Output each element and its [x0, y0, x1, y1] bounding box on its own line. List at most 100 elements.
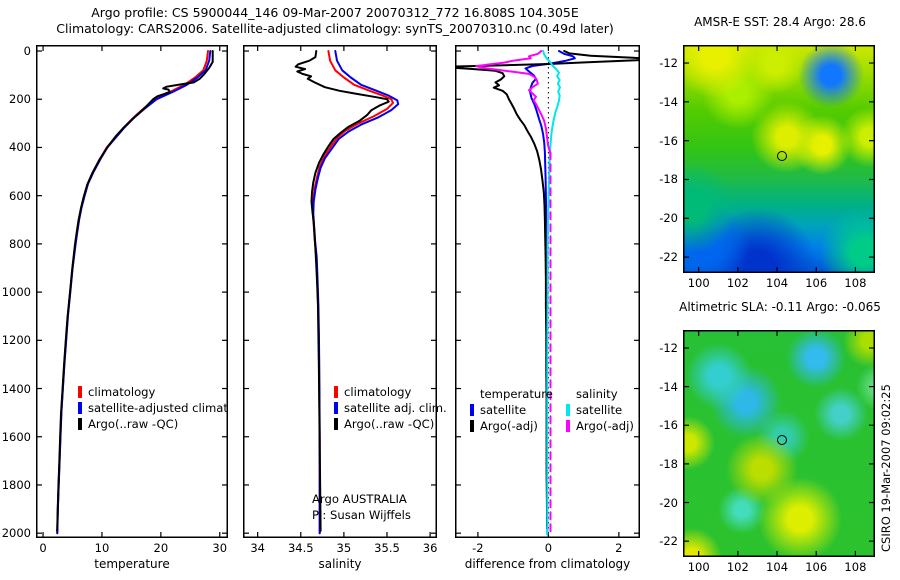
tick-label: 36 — [422, 541, 438, 555]
sst-heatmap — [684, 46, 874, 272]
legend-row: Argo(..raw -QC) — [78, 416, 228, 432]
argo-australia-note: Argo AUSTRALIA — [312, 492, 407, 506]
tick-label: -12 — [659, 56, 678, 71]
tick-label: 104 — [766, 276, 789, 290]
tick-label: 106 — [805, 560, 828, 574]
legend-label: satellite — [576, 403, 623, 417]
difference-profile-plot — [455, 45, 640, 538]
sst-map-axes — [683, 45, 875, 273]
tick-label: 102 — [726, 560, 749, 574]
tick-label: -14 — [659, 94, 678, 109]
difference-temperature-legend: temperature satellite Argo(-adj) — [470, 386, 553, 434]
figure-title-line2: Climatology: CARS2006. Satellite-adjuste… — [56, 21, 614, 36]
tick-label: -14 — [659, 379, 678, 394]
tick-label: 1000 — [1, 285, 31, 300]
tick-label: 0 — [23, 44, 31, 59]
tick-label: 20 — [153, 541, 169, 555]
satellite-sal-diff-line-swatch — [566, 404, 570, 416]
sla-map-axes — [683, 330, 875, 557]
legend-row: Argo(-adj) — [566, 418, 634, 434]
tick-label: 100 — [687, 276, 710, 290]
argo-line-swatch — [78, 418, 82, 430]
figure-title-line1: Argo profile: CS 5900044_146 09-Mar-2007… — [91, 5, 579, 20]
tick-label: 2000 — [1, 526, 31, 541]
satellite-diff-line-swatch — [470, 404, 474, 416]
tick-label: 104 — [766, 560, 789, 574]
argo-location-marker — [777, 435, 788, 446]
csiro-watermark: CSIRO 19-Mar-2007 09:02:25 — [879, 384, 893, 552]
climatology-line-swatch — [78, 386, 82, 398]
argo-diff-line-swatch — [470, 420, 474, 432]
legend-row: climatology — [78, 384, 228, 400]
legend-label: Argo(-adj) — [480, 419, 538, 433]
temperature-legend: climatology satellite-adjusted climatolo… — [78, 384, 228, 432]
sla-map — [683, 330, 875, 557]
argo-sal-diff-line-swatch — [566, 420, 570, 432]
tick-label: 35.5 — [374, 541, 400, 555]
legend-row: Argo(-adj) — [470, 418, 553, 434]
argo-salinity — [294, 50, 390, 532]
tick-label: 1800 — [1, 477, 31, 492]
legend-header: salinity — [576, 387, 618, 401]
tick-label: -16 — [659, 418, 678, 433]
legend-row: Argo(..raw -QC) — [334, 416, 447, 432]
legend-row: satellite — [470, 402, 553, 418]
tick-label: 30 — [212, 541, 228, 555]
tick-label: 106 — [805, 276, 828, 290]
tick-label: -22 — [659, 250, 678, 265]
argo-temperature — [56, 50, 214, 532]
temperature-satellite-difference — [524, 50, 576, 536]
tick-label: 1600 — [1, 429, 31, 444]
legend-label: satellite — [480, 403, 527, 417]
tick-label: -20 — [659, 495, 678, 510]
legend-label: Argo(-adj) — [576, 419, 634, 433]
tick-label: 34 — [250, 541, 265, 555]
legend-label: Argo(..raw -QC) — [344, 417, 435, 431]
legend-spacer — [566, 388, 570, 400]
legend-header: temperature — [480, 387, 553, 401]
tick-label: 200 — [9, 92, 31, 107]
tick-label: -18 — [659, 172, 678, 187]
tick-label: -20 — [659, 211, 678, 226]
difference-salinity-legend: salinity satellite Argo(-adj) — [566, 386, 634, 434]
difference-axis-label: difference from climatology — [464, 557, 631, 571]
legend-label: climatology — [344, 385, 412, 399]
tick-label: 102 — [726, 276, 749, 290]
tick-label: 800 — [9, 236, 31, 251]
sst-map-title: AMSR-E SST: 28.4 Argo: 28.6 — [694, 15, 866, 29]
salinity-satellite-difference — [542, 50, 561, 536]
sla-heatmap — [684, 331, 874, 556]
tick-label: 108 — [844, 560, 867, 574]
argo-location-marker — [777, 150, 788, 161]
tick-label: 10 — [94, 541, 110, 555]
satellite-adjusted-temperature — [56, 50, 212, 535]
legend-row: satellite-adjusted climatology — [78, 400, 228, 416]
tick-label: 1400 — [1, 381, 31, 396]
temperature-profile-plot — [36, 45, 228, 538]
legend-label: satellite adj. clim. — [344, 401, 447, 415]
legend-spacer — [470, 388, 474, 400]
legend-label: satellite-adjusted climatology — [88, 401, 228, 415]
tick-label: 108 — [844, 276, 867, 290]
climatology-temperature — [56, 50, 209, 535]
climatology-line-swatch — [334, 386, 338, 398]
tick-label: -22 — [659, 534, 678, 549]
tick-label: 100 — [687, 560, 710, 574]
legend-row: satellite adj. clim. — [334, 400, 447, 416]
legend-label: climatology — [88, 385, 156, 399]
pi-note: PI: Susan Wijffels — [312, 508, 411, 522]
legend-header-row: temperature — [470, 386, 553, 402]
tick-label: -2 — [472, 541, 484, 555]
salinity-axis-label: salinity — [318, 557, 362, 571]
tick-label: 34.5 — [287, 541, 314, 555]
legend-row: climatology — [334, 384, 447, 400]
legend-header-row: salinity — [566, 386, 634, 402]
temperature-argo-difference — [455, 50, 640, 530]
tick-label: -18 — [659, 456, 678, 471]
tick-label: 400 — [9, 140, 31, 155]
legend-row: satellite — [566, 402, 634, 418]
tick-label: 35 — [336, 541, 352, 555]
satellite-adjusted-line-swatch — [334, 402, 338, 414]
sst-map — [683, 45, 875, 273]
